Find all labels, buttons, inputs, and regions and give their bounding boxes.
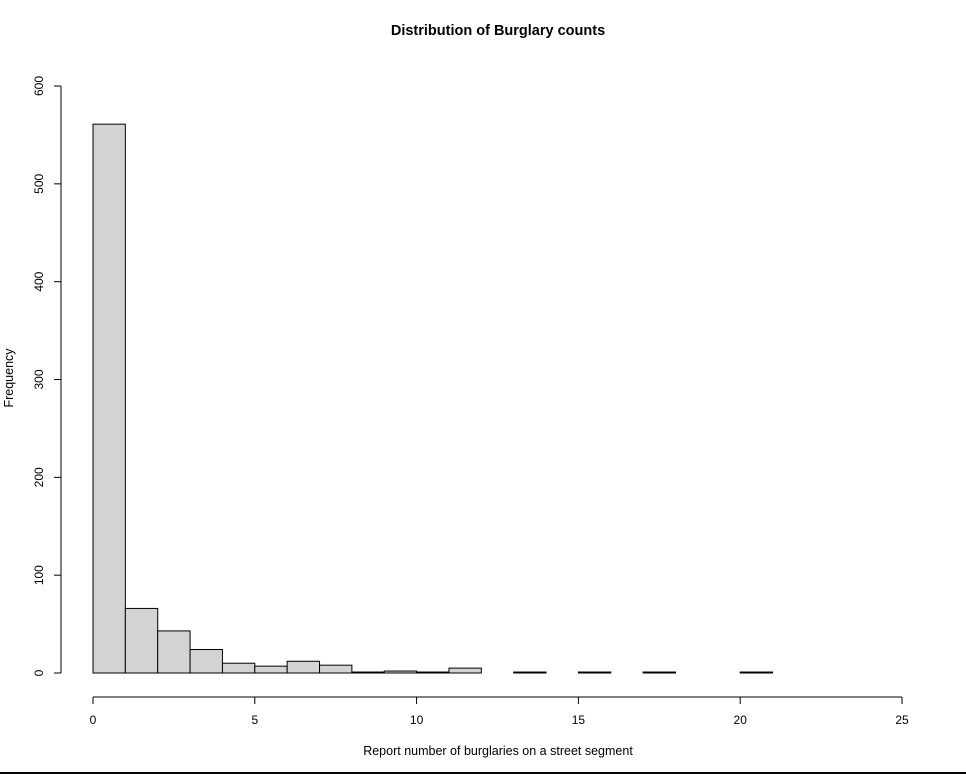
histogram-bar (286, 660, 321, 674)
y-tick-label: 0 (32, 669, 46, 676)
y-axis-label: Frequency (2, 348, 16, 408)
y-tick-label: 100 (32, 565, 46, 585)
histogram-bar (448, 667, 482, 674)
histogram-bar (416, 671, 450, 674)
histogram-bar (254, 665, 288, 674)
y-tick-label: 200 (32, 467, 46, 487)
histogram-bar (189, 649, 223, 674)
x-tick-label: 5 (251, 713, 258, 727)
histogram-bar (221, 662, 256, 674)
bar-group (92, 123, 774, 674)
histogram-bar (642, 671, 676, 674)
x-tick-label: 15 (572, 713, 586, 727)
histogram-bar (513, 671, 547, 674)
histogram-bar (157, 630, 191, 674)
histogram-bar (319, 664, 353, 674)
y-tick-label: 300 (32, 369, 46, 389)
histogram-bar (351, 671, 385, 674)
histogram-bar (577, 671, 612, 674)
x-axis: 0 5 10 15 20 25 (90, 696, 909, 727)
histogram-bar (92, 123, 126, 674)
histogram-bar (383, 670, 418, 674)
x-tick-label: 20 (734, 713, 748, 727)
x-tick-label: 10 (410, 713, 424, 727)
histogram-bar (739, 671, 774, 674)
y-axis: 0 100 200 300 400 500 600 (32, 76, 62, 676)
histogram-bar (124, 607, 159, 674)
y-tick-label: 500 (32, 173, 46, 193)
bottom-border (0, 772, 966, 774)
x-tick-label: 25 (895, 713, 909, 727)
y-tick-label: 400 (32, 271, 46, 291)
x-tick-label: 0 (90, 713, 97, 727)
y-tick-label: 600 (32, 76, 46, 96)
x-axis-label: Report number of burglaries on a street … (363, 744, 633, 758)
chart-title: Distribution of Burglary counts (391, 23, 605, 39)
